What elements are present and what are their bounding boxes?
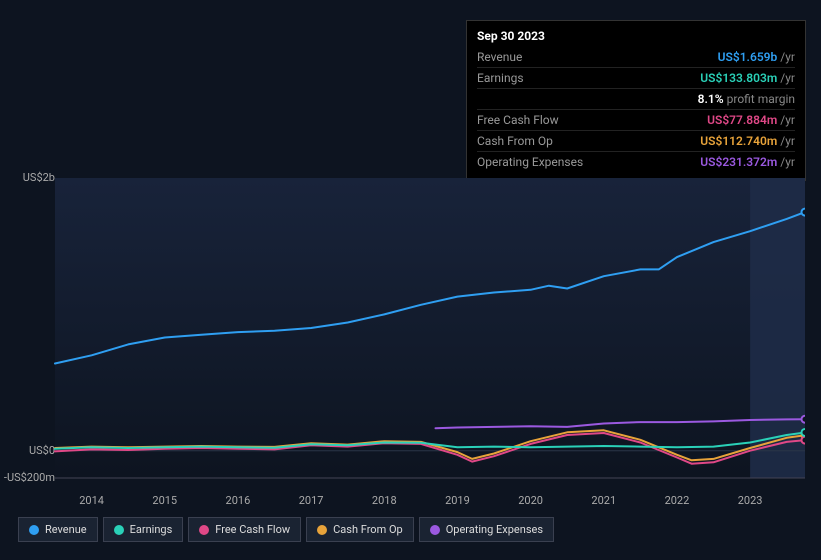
tooltip-row-label: Revenue: [477, 50, 522, 64]
x-axis-labels: 2014 2015 2016 2017 2018 2019 2020 2021 2022 2023: [0, 494, 821, 510]
tooltip-row-label: Earnings: [477, 71, 524, 85]
tooltip-row-value: US$133.803m/yr: [700, 71, 795, 85]
legend-item-free-cash-flow[interactable]: Free Cash Flow: [188, 517, 301, 542]
chart-tooltip: Sep 30 2023 Revenue US$1.659b/yr Earnings U…: [466, 20, 806, 181]
legend-item-earnings[interactable]: Earnings: [103, 517, 184, 542]
x-tick-label: 2018: [372, 494, 397, 507]
tooltip-row: Operating Expenses US$231.372m/yr: [477, 151, 795, 172]
financial-chart: { "tooltip": { "date": "Sep 30 2023", "r…: [0, 0, 821, 560]
x-tick-label: 2021: [591, 494, 616, 507]
legend-swatch-icon: [199, 525, 209, 535]
legend-item-label: Cash From Op: [333, 523, 403, 536]
tooltip-row-value: US$77.884m/yr: [707, 113, 795, 127]
legend-swatch-icon: [317, 525, 327, 535]
legend-item-label: Free Cash Flow: [215, 523, 290, 536]
legend-item-revenue[interactable]: Revenue: [18, 517, 98, 542]
tooltip-row-value: 8.1%profit margin: [698, 92, 795, 106]
chart-plot-area[interactable]: [0, 178, 805, 482]
legend-item-label: Earnings: [130, 523, 173, 536]
legend-swatch-icon: [29, 525, 39, 535]
legend-swatch-icon: [430, 525, 440, 535]
tooltip-row-label: Cash From Op: [477, 134, 553, 148]
x-tick-label: 2023: [738, 494, 763, 507]
tooltip-row-value: US$1.659b/yr: [718, 50, 795, 64]
legend-item-cash-from-op[interactable]: Cash From Op: [306, 517, 414, 542]
tooltip-row: Revenue US$1.659b/yr: [477, 47, 795, 67]
tooltip-row: Cash From Op US$112.740m/yr: [477, 130, 795, 151]
x-tick-label: 2017: [299, 494, 324, 507]
tooltip-row-value: US$231.372m/yr: [700, 155, 795, 169]
tooltip-row: Free Cash Flow US$77.884m/yr: [477, 109, 795, 130]
x-tick-label: 2014: [79, 494, 104, 507]
legend-swatch-icon: [114, 525, 124, 535]
x-tick-label: 2020: [518, 494, 543, 507]
chart-legend: Revenue Earnings Free Cash Flow Cash From O…: [18, 517, 554, 542]
tooltip-row-label: Operating Expenses: [477, 155, 583, 169]
legend-item-operating-expenses[interactable]: Operating Expenses: [419, 517, 554, 542]
x-tick-label: 2022: [665, 494, 690, 507]
tooltip-date: Sep 30 2023: [477, 29, 795, 43]
legend-item-label: Revenue: [45, 523, 87, 536]
x-tick-label: 2015: [152, 494, 177, 507]
x-tick-label: 2016: [226, 494, 251, 507]
tooltip-row-label: Free Cash Flow: [477, 113, 559, 127]
x-tick-label: 2019: [445, 494, 470, 507]
tooltip-rows: Revenue US$1.659b/yr Earnings US$133.803m/y…: [477, 47, 795, 172]
tooltip-row-value: US$112.740m/yr: [700, 134, 795, 148]
legend-item-label: Operating Expenses: [446, 523, 543, 536]
tooltip-row: Earnings US$133.803m/yr: [477, 67, 795, 88]
tooltip-row: 8.1%profit margin: [477, 88, 795, 109]
